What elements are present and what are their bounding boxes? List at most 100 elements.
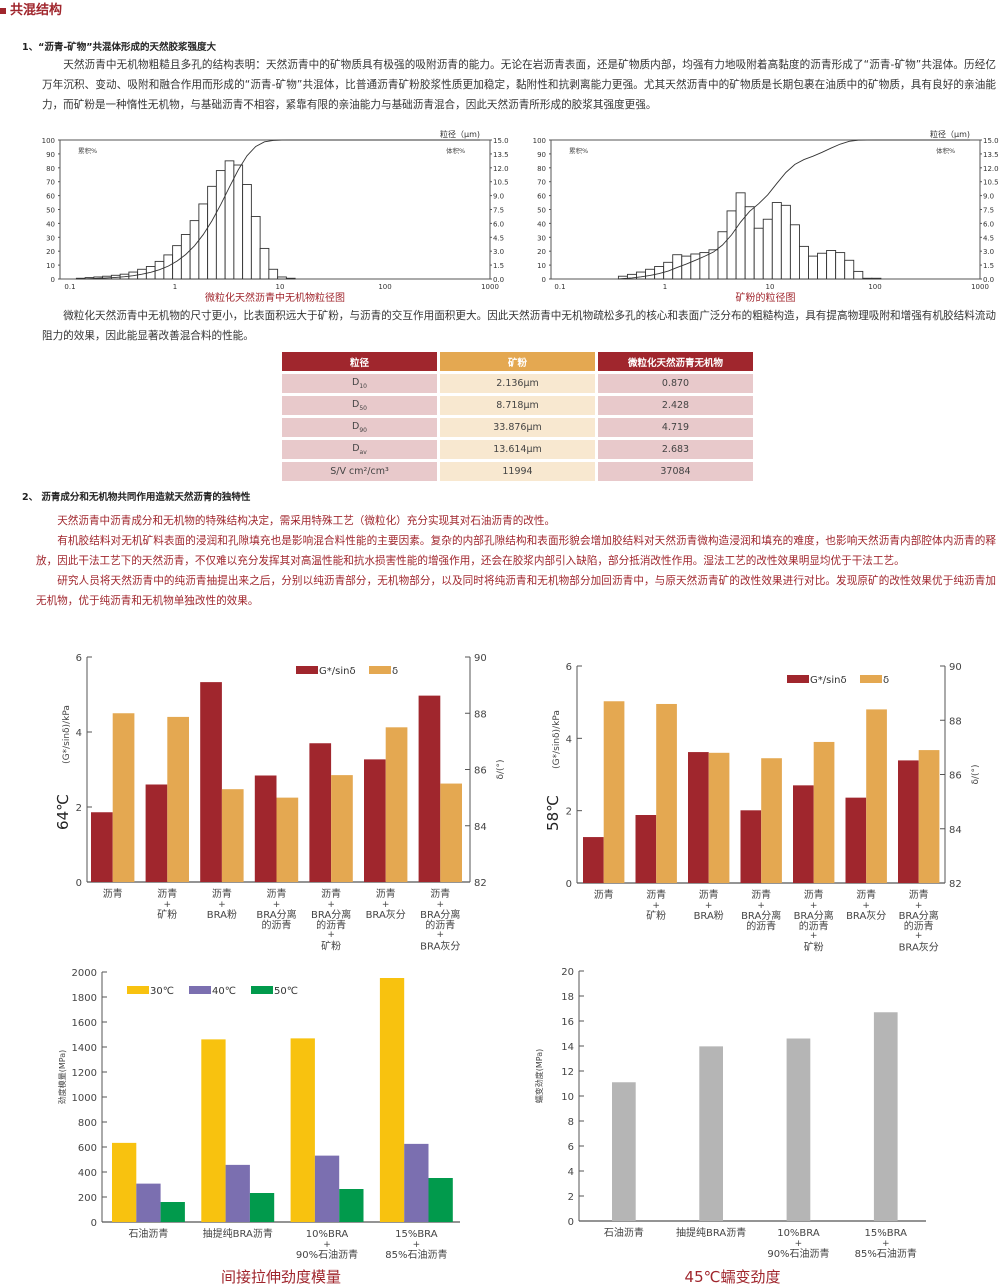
x-category-label: 90%石油沥青	[296, 1248, 358, 1261]
bar-50℃	[428, 1178, 453, 1222]
chart-caption: 矿粉的粒径图	[736, 291, 796, 304]
bar-蠕变劲度	[873, 1012, 898, 1221]
x-category-label: BRA分离	[741, 909, 781, 922]
histogram-bar	[717, 231, 728, 280]
bar-G*/sinδ	[309, 743, 332, 882]
bar-δ	[221, 789, 244, 882]
y-tick-label: 2	[566, 807, 572, 818]
table-cell-mineral-text: 11994	[502, 466, 533, 477]
y-tick-label: 0	[568, 1217, 574, 1228]
left-tick-label: 80	[46, 165, 55, 173]
histogram-bar	[250, 215, 261, 280]
legend-label: 50℃	[274, 986, 298, 997]
y-tick-label: 200	[78, 1193, 97, 1204]
x-category-label: 抽提纯BRA沥青	[203, 1227, 273, 1240]
x-category-label: BRA灰分	[366, 908, 406, 921]
x-category-label: BRA灰分	[899, 941, 939, 954]
bar-40℃	[225, 1164, 250, 1222]
y-tick-label: 2	[568, 1192, 574, 1203]
left-tick-label: 0	[542, 276, 546, 284]
histogram-bar	[681, 255, 692, 280]
left-tick-label: 70	[537, 179, 546, 187]
x-category-label: 沥青	[594, 888, 614, 901]
x-category-label: +	[437, 930, 445, 940]
right-tick-label: 6.0	[983, 220, 994, 228]
x-category-label: +	[218, 900, 226, 910]
table-cell-size-text: D	[352, 399, 360, 411]
right-tick-label: 13.5	[493, 151, 509, 159]
bar-δ	[603, 701, 625, 883]
table-header: 微粒化天然沥青无机物	[598, 352, 753, 371]
x-category-label: +	[915, 931, 923, 941]
x-category-label: BRA灰分	[420, 940, 460, 953]
x-category-label: +	[327, 900, 335, 910]
histogram-bar	[835, 252, 846, 280]
y2-tick-label: 86	[949, 771, 962, 782]
y-tick-label: 0	[566, 879, 572, 890]
paragraph-text: 天然沥青中无机物粗糙且多孔的结构表明：天然沥青中的矿物质具有极强的吸附沥青的能力…	[42, 59, 996, 111]
table-cell-mineral: 2.136μm	[440, 374, 595, 393]
x-tick-label: 1000	[971, 283, 989, 291]
x-category-label: 15%BRA	[865, 1228, 908, 1239]
y2-tick-label: 82	[474, 878, 487, 889]
right-tick-label: 0.0	[983, 276, 994, 284]
x-category-label: 的沥青	[799, 920, 829, 933]
y-tick-label: 4	[76, 728, 82, 739]
particle-size-table: 粒径 矿粉 微粒化天然沥青无机物 D10 2.136μm 0.870 D50 8.718…	[279, 349, 756, 484]
y-tick-label: 1600	[72, 1018, 97, 1029]
y-tick-label: 1000	[72, 1093, 97, 1104]
table-cell-size-text: D	[352, 377, 360, 389]
y-axis-label: 蠕变劲度(MPa)	[534, 1049, 544, 1104]
left-tick-label: 30	[537, 234, 546, 242]
x-category-label: 矿粉	[321, 940, 341, 953]
cumulative-curve	[76, 139, 480, 280]
creep-stiffness-chart: 0 2 4 6 8 10 12 14 16 18 20 蠕变劲度(MPa) 45℃蠕变劲度 石油沥青 抽提纯…	[534, 967, 926, 1285]
left-tick-label: 80	[537, 165, 546, 173]
x-category-label: +	[273, 900, 281, 910]
legend-label: δ	[392, 666, 398, 677]
bar-δ	[276, 797, 299, 882]
histogram-bar	[789, 224, 800, 280]
histogram-bar	[871, 277, 882, 280]
histogram-bar	[762, 218, 773, 280]
bar-蠕变劲度	[786, 1038, 811, 1221]
cumulative-curve	[618, 139, 970, 280]
legend-swatch	[189, 986, 211, 994]
x-category-label: +	[862, 901, 870, 911]
plot-frame	[59, 139, 491, 280]
x-category-label: 沥青	[856, 888, 876, 901]
x-category-label: +	[915, 901, 923, 911]
x-category-label: BRA粉	[207, 908, 237, 921]
x-category-label: 沥青	[699, 888, 719, 901]
x-category-label: +	[810, 931, 818, 941]
histogram-bar	[817, 252, 828, 280]
y-axis-label: 劲度模量(MPa)	[57, 1050, 67, 1105]
table-cell-natural: 37084	[598, 462, 753, 481]
bar-G*/sinδ	[418, 695, 441, 882]
x-category-label: 沥青	[103, 887, 123, 900]
y2-tick-label: 84	[474, 822, 487, 833]
bar-δ	[440, 783, 462, 882]
legend-label: G*/sinδ	[810, 675, 847, 686]
right-tick-label: 1.5	[983, 262, 994, 270]
bar-δ	[112, 713, 135, 882]
histogram-bar	[672, 254, 683, 280]
y-tick-label: 400	[78, 1168, 97, 1179]
right-tick-label: 7.5	[983, 207, 994, 215]
bar-G*/sinδ	[740, 810, 762, 883]
section2-paragraphs: 天然沥青中沥青成分和无机物的特殊结构决定，需采用特殊工艺（微粒化）充分实现其对石…	[36, 511, 996, 611]
bar-δ	[761, 758, 782, 883]
bar-30℃	[290, 1038, 315, 1222]
bar-30℃	[201, 1039, 226, 1222]
histogram-bar	[636, 271, 647, 280]
x-category-label: 85%石油沥青	[385, 1248, 447, 1261]
x-category-label: 90%石油沥青	[767, 1247, 829, 1260]
table-cell-natural-text: 4.719	[661, 422, 690, 433]
x-category-label: +	[437, 900, 445, 910]
x-category-label: 沥青	[376, 887, 396, 900]
x-category-label: 10%BRA	[777, 1228, 820, 1239]
histogram-bar	[844, 259, 855, 280]
unit-label: 粒径（μm)	[440, 129, 480, 139]
x-category-label: 沥青	[909, 888, 929, 901]
